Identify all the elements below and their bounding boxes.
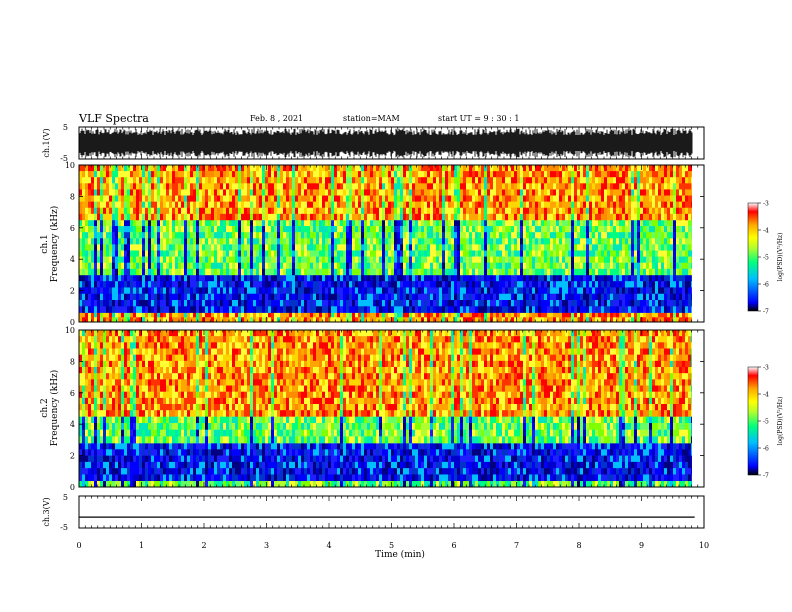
ch1-waveform-ytick-bottom: -5 bbox=[60, 154, 68, 163]
ch1-spectrogram-ytick-label: 8 bbox=[70, 192, 75, 201]
ch2-spectrogram-ytick-label: 2 bbox=[70, 452, 75, 461]
start-time-label: start UT = 9 : 30 : 1 bbox=[438, 114, 520, 123]
ch1-colorbar-tick-label: -6 bbox=[763, 282, 769, 289]
ch2-colorbar-tick-label: -4 bbox=[763, 392, 769, 399]
ch2-spectrogram-ytick-label: 6 bbox=[70, 389, 75, 398]
ch2-spectrogram-yticks: 0 2 4 6 8 10 bbox=[65, 326, 704, 492]
ch1-spectrogram-image bbox=[79, 165, 704, 323]
ch2-spectrogram-ylabel-channel: ch.2 bbox=[40, 398, 50, 417]
ch3-waveform-ytick-bottom: -5 bbox=[60, 523, 68, 532]
ch1-colorbar-gradient bbox=[747, 202, 759, 312]
time-tick-label: 3 bbox=[264, 541, 269, 550]
ch2-colorbar-tick-label: -7 bbox=[763, 473, 769, 480]
ch1-colorbar-tick-label: -7 bbox=[763, 309, 769, 316]
ch2-colorbar-tick-label: -6 bbox=[763, 446, 769, 453]
ch2-colorbar-label: log(PSD)(V²/Hz) bbox=[777, 397, 784, 446]
ch1-spectrogram-yticks: 0 2 4 6 8 10 bbox=[65, 161, 704, 327]
ch1-colorbar: -3 -4 -5 -6 -7 log(PSD)(V²/Hz) bbox=[747, 201, 784, 316]
time-tick-label: 10 bbox=[699, 541, 709, 550]
station-label: station=MAM bbox=[343, 114, 400, 123]
ch2-colorbar-ticks: -3 -4 -5 -6 -7 bbox=[758, 365, 769, 480]
ch3-waveform-ytick-top: 5 bbox=[63, 493, 68, 502]
time-tick-label: 7 bbox=[514, 541, 519, 550]
ch2-colorbar: -3 -4 -5 -6 -7 log(PSD)(V²/Hz) bbox=[747, 365, 784, 480]
ch2-spectrogram-ytick-label: 0 bbox=[70, 483, 75, 492]
figure-title: VLF Spectra bbox=[79, 112, 149, 125]
ch1-colorbar-ticks: -3 -4 -5 -6 -7 bbox=[758, 201, 769, 316]
ch1-waveform-trace bbox=[78, 128, 693, 158]
time-tick-label: 4 bbox=[326, 541, 331, 550]
ch1-waveform-ytick-top: 5 bbox=[63, 123, 68, 132]
ch2-colorbar-tick-label: -5 bbox=[763, 419, 769, 426]
time-axis-tick-labels: 0 1 2 3 4 5 6 7 8 9 10 bbox=[76, 541, 709, 550]
ch1-waveform-line bbox=[78, 128, 693, 158]
ch2-spectrogram-ytick-label: 8 bbox=[70, 357, 75, 366]
time-tick-label: 2 bbox=[201, 541, 206, 550]
ch2-spectrogram-ytick-label: 10 bbox=[65, 326, 75, 335]
time-tick-label: 0 bbox=[76, 541, 81, 550]
ch2-spectrogram-panel: 0 2 4 6 8 10 ch.2 Frequency (kHz) bbox=[40, 326, 705, 492]
ch1-colorbar-tick-label: -3 bbox=[763, 201, 769, 208]
ch1-colorbar-tick-label: -5 bbox=[763, 255, 769, 262]
ch2-spectrogram-ylabel: Frequency (kHz) bbox=[49, 370, 60, 447]
ch1-spectrogram-ylabel-channel: ch.1 bbox=[40, 234, 50, 253]
ch1-colorbar-tick-label: -4 bbox=[763, 228, 769, 235]
ch1-spectrogram-panel: 0 2 4 6 8 10 ch.1 Frequency (kHz) bbox=[40, 161, 705, 327]
ch1-spectrogram-ytick-label: 10 bbox=[65, 161, 75, 170]
ch2-spectrogram-image bbox=[79, 330, 704, 488]
ch1-spectrogram-ytick-label: 4 bbox=[70, 255, 75, 264]
ch2-colorbar-tick-label: -3 bbox=[763, 365, 769, 372]
ch1-spectrogram-ytick-label: 2 bbox=[70, 287, 75, 296]
ch3-waveform-ylabel: ch.3(V) bbox=[42, 497, 51, 526]
time-tick-label: 9 bbox=[639, 541, 644, 550]
time-axis-label: Time (min) bbox=[375, 549, 425, 560]
time-tick-label: 5 bbox=[389, 541, 394, 550]
time-tick-label: 6 bbox=[451, 541, 456, 550]
time-axis-ticks bbox=[78, 127, 705, 528]
ch1-waveform-ylabel: ch.1(V) bbox=[42, 128, 51, 157]
ch1-spectrogram-ytick-label: 0 bbox=[70, 318, 75, 327]
ch1-spectrogram-ylabel: Frequency (kHz) bbox=[49, 206, 60, 283]
date-label: Feb. 8 , 2021 bbox=[250, 114, 304, 123]
time-tick-label: 1 bbox=[139, 541, 144, 550]
time-tick-label: 8 bbox=[576, 541, 581, 550]
ch1-colorbar-label: log(PSD)(V²/Hz) bbox=[777, 233, 784, 282]
ch1-spectrogram-ytick-label: 6 bbox=[70, 224, 75, 233]
ch2-colorbar-gradient bbox=[747, 366, 759, 476]
ch2-spectrogram-ytick-label: 4 bbox=[70, 420, 75, 429]
